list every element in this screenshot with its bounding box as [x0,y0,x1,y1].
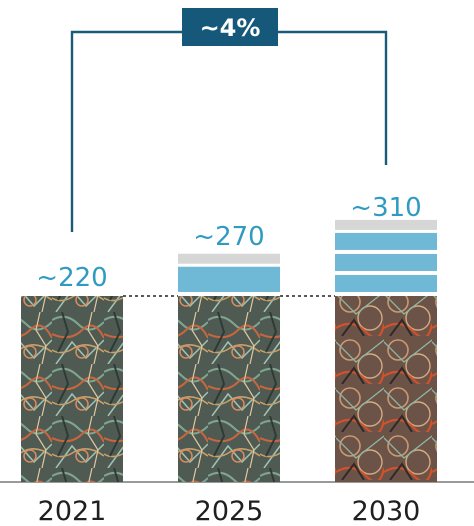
growth-annotation: ~4% [200,14,261,42]
growth-bracket [70,30,388,232]
value-label-2021: ~220 [36,263,107,293]
bar-growth-stripe-2030 [335,232,437,250]
bar-cap-2030 [335,219,437,230]
value-label-2030: ~310 [350,193,421,223]
growth-badge [182,8,278,46]
bar-base-2025 [178,296,280,482]
x-tick-label-2021: 2021 [38,496,107,526]
bar-growth-stripe-2025 [178,266,280,292]
x-tick-label-2030: 2030 [352,496,421,526]
bar-cap-2025 [178,253,280,264]
bar-base-2021 [21,296,123,482]
bars-group [21,219,437,482]
bar-base-2030 [335,296,437,482]
bar-growth-stripe-2030 [335,253,437,271]
value-label-2025: ~270 [193,222,264,252]
x-tick-label-2025: 2025 [195,496,264,526]
bar-growth-stripe-2030 [335,274,437,292]
